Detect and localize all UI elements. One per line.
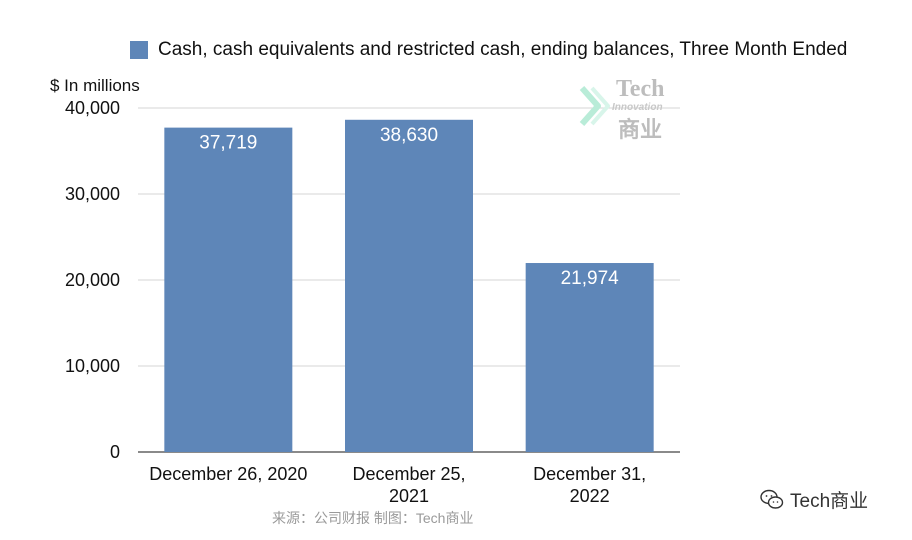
- brand-label: Tech商业: [790, 491, 869, 512]
- y-tick-label: 40,000: [65, 98, 120, 118]
- watermark-tech: Tech: [616, 76, 665, 102]
- watermark-innovation: Innovation: [612, 102, 663, 113]
- data-label: 38,630: [380, 125, 438, 146]
- watermark-cn: 商业: [618, 117, 663, 142]
- x-tick-label: December 26, 2020: [149, 464, 307, 484]
- brand: Tech商业: [760, 486, 868, 513]
- y-axis-label: $ In millions: [50, 76, 140, 95]
- source-note: 来源：公司财报 制图：Tech商业: [272, 510, 474, 526]
- legend-label: Cash, cash equivalents and restricted ca…: [158, 39, 848, 60]
- x-tick-label: 2022: [570, 486, 610, 506]
- y-tick-label: 20,000: [65, 270, 120, 290]
- arrow-logo-icon: [579, 86, 610, 126]
- legend-swatch: [130, 41, 148, 59]
- x-tick-label: 2021: [389, 486, 429, 506]
- watermark-logo: Tech Innovation 商业: [578, 76, 688, 142]
- bar: [164, 127, 293, 452]
- x-tick-label: December 25,: [352, 464, 465, 484]
- wechat-icon: [760, 489, 784, 509]
- bar: [345, 119, 473, 453]
- y-tick-label: 30,000: [65, 184, 120, 204]
- data-label: 37,719: [199, 133, 257, 154]
- y-tick-label: 10,000: [65, 356, 120, 376]
- legend: Cash, cash equivalents and restricted ca…: [130, 38, 847, 62]
- y-tick-label: 0: [110, 442, 120, 462]
- data-label: 21,974: [561, 268, 620, 289]
- bar: [525, 263, 654, 452]
- x-tick-label: December 31,: [533, 464, 646, 484]
